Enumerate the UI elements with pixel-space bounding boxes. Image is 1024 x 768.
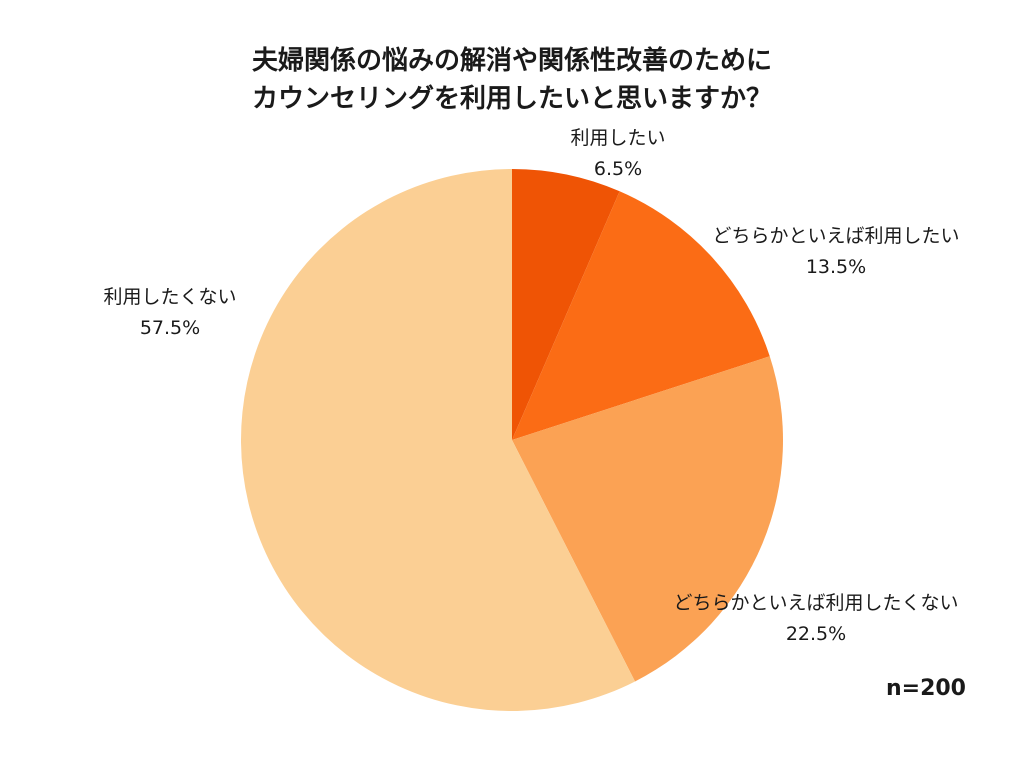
- chart-title: 夫婦関係の悩みの解消や関係性改善のために カウンセリングを利用したいと思いますか…: [0, 42, 1024, 118]
- slice-value-label-1: 6.5%: [594, 158, 642, 180]
- pie-slice-2: [512, 191, 770, 440]
- pie-slice-3: [512, 356, 783, 682]
- slice-value-label-4: 57.5%: [140, 317, 200, 339]
- chart-title-line-1: 夫婦関係の悩みの解消や関係性改善のために: [251, 46, 772, 76]
- slice-label-4: 利用したくない: [103, 286, 236, 308]
- slice-label-2: どちらかといえば利用したい: [712, 225, 959, 247]
- slice-label-3: どちらかといえば利用したくない: [673, 592, 958, 614]
- sample-size-note: n=200: [885, 676, 966, 701]
- slice-value-label-3: 22.5%: [786, 623, 846, 645]
- pie-slice-1: [512, 169, 620, 440]
- chart-title-line-2: カウンセリングを利用したいと思いますか？: [251, 84, 772, 114]
- slice-label-1: 利用したい: [570, 127, 665, 149]
- pie-slice-4: [241, 169, 636, 711]
- slice-value-label-2: 13.5%: [806, 256, 866, 278]
